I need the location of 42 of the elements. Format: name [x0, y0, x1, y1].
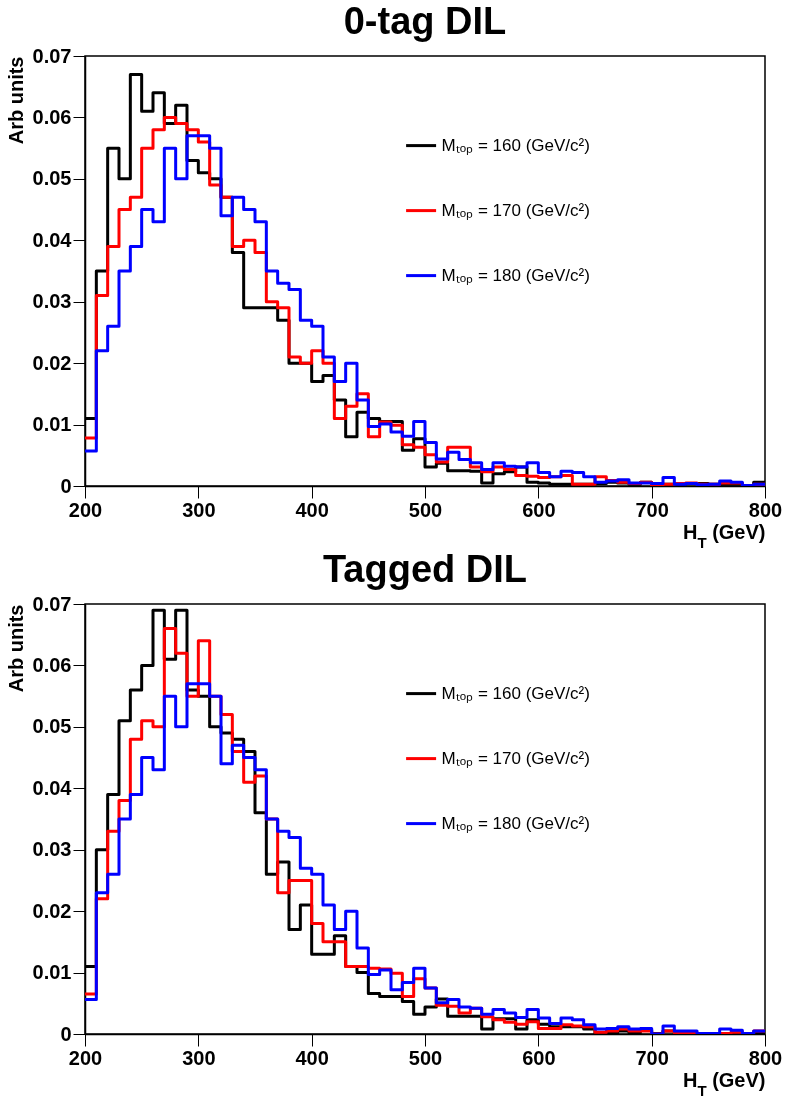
x-tick-label: 600 [522, 498, 556, 521]
y-tick-label: 0.05 [32, 167, 72, 190]
y-axis-title: Arb units [4, 56, 27, 145]
x-tick-label: 200 [68, 498, 103, 521]
legend-label: Mₜₒₚ = 170 (GeV/c²) [441, 200, 590, 221]
x-tick-label: 600 [522, 1046, 556, 1069]
x-tick-label: 500 [408, 498, 443, 521]
y-tick-label: 0.06 [32, 653, 72, 676]
x-tick-label: 700 [635, 498, 669, 521]
chart-title: 0-tag DIL [343, 0, 507, 42]
y-tick-label: 0.06 [32, 105, 72, 128]
x-axis-title: H$_{T}$ (GeV) [682, 520, 766, 550]
legend-label: Mₜₒₚ = 180 (GeV/c²) [441, 813, 590, 834]
x-tick-label: 400 [295, 1046, 329, 1069]
y-tick-label: 0.05 [32, 715, 72, 738]
legend-label: Mₜₒₚ = 160 (GeV/c²) [441, 135, 590, 156]
x-tick-label: 300 [182, 1046, 216, 1069]
y-tick-label: 0.07 [32, 44, 72, 67]
legend-label: Mₜₒₚ = 180 (GeV/c²) [441, 265, 590, 286]
x-tick-label: 200 [68, 1046, 103, 1069]
y-tick-label: 0 [60, 1022, 72, 1045]
x-tick-label: 300 [182, 498, 216, 521]
y-tick-label: 0.03 [32, 290, 72, 313]
x-tick-label: 700 [635, 1046, 669, 1069]
y-tick-label: 0.01 [32, 961, 72, 984]
y-axis-title: Arb units [4, 604, 27, 693]
y-tick-label: 0.01 [32, 413, 72, 436]
x-tick-label: 400 [295, 498, 329, 521]
y-tick-label: 0.07 [32, 592, 72, 615]
x-axis-title: H$_{T}$ (GeV) [682, 1068, 766, 1098]
y-tick-label: 0.04 [32, 228, 73, 251]
legend-label: Mₜₒₚ = 170 (GeV/c²) [441, 748, 590, 769]
legend-label: Mₜₒₚ = 160 (GeV/c²) [441, 683, 590, 704]
y-tick-label: 0 [60, 474, 72, 497]
x-tick-label: 800 [748, 1046, 783, 1069]
x-tick-label: 800 [748, 498, 783, 521]
x-tick-label: 500 [408, 1046, 443, 1069]
y-tick-label: 0.02 [32, 351, 72, 374]
y-tick-label: 0.03 [32, 838, 72, 861]
y-tick-label: 0.04 [32, 776, 73, 799]
y-tick-label: 0.02 [32, 899, 72, 922]
chart-title: Tagged DIL [322, 548, 528, 590]
